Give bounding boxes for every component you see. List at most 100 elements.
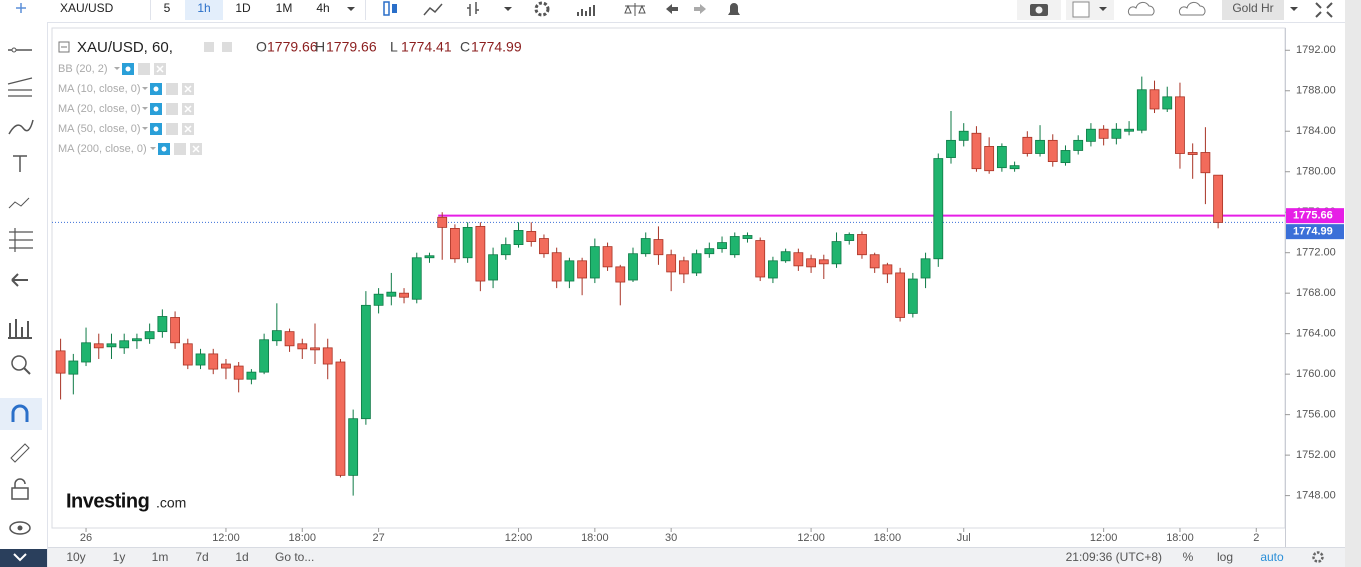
candle-body [806, 258, 816, 268]
candle-body [475, 225, 486, 282]
x-tick-label: 12:00 [1090, 532, 1118, 544]
candle-body [106, 343, 117, 348]
candle-body [348, 418, 359, 476]
candle-body [208, 353, 219, 370]
indicators-icon[interactable] [577, 5, 595, 16]
left-toolbar [0, 22, 47, 567]
candle-body [678, 260, 689, 275]
redo-icon[interactable] [694, 4, 706, 14]
candle-body [907, 278, 918, 314]
watermark-brand: Investing [66, 490, 149, 512]
candle-body [1047, 139, 1058, 163]
candle-body [933, 158, 944, 260]
alert-icon[interactable] [728, 3, 740, 15]
cloud-load-icon[interactable] [1127, 1, 1155, 16]
candle-body [1098, 128, 1109, 139]
zoom-icon[interactable] [11, 355, 27, 371]
fullscreen-icon[interactable] [1315, 2, 1333, 18]
magnet-bg [0, 398, 42, 430]
settings-icon[interactable] [534, 1, 550, 17]
interval[interactable]: 5 [164, 1, 171, 15]
fib-tool-icon[interactable] [7, 77, 33, 97]
candle-body [628, 253, 638, 281]
text-tool-icon[interactable] [13, 155, 27, 172]
template-name[interactable]: Gold Hr [1232, 1, 1273, 15]
y-tick-label: 1748.00 [1296, 490, 1336, 502]
dropdown-arrow[interactable] [504, 7, 512, 11]
candle-body [666, 254, 677, 273]
candle-body [182, 343, 193, 366]
ohlc-value: 1779.66 [267, 39, 318, 55]
pattern-tool-icon[interactable] [8, 197, 30, 209]
bars-icon[interactable] [467, 2, 479, 16]
range-button[interactable]: 10y [66, 550, 85, 564]
ohlc-value: 1779.66 [326, 39, 377, 55]
ohlc-legend: O 1779.66H 1779.66 L 1774.41 C 1774.99 [204, 39, 522, 55]
candle-body [1009, 165, 1020, 170]
x-tick-label: 12:00 [797, 532, 825, 544]
indicator-settings[interactable] [166, 123, 178, 135]
indicator-legend: BB (20, 2) MA (10, close, 0) MA (20, close… [58, 63, 202, 155]
dropdown-arrow[interactable] [1290, 7, 1298, 11]
cloud-save-icon[interactable] [1178, 1, 1206, 16]
symbol[interactable]: XAU/USD [60, 1, 114, 15]
area-icon[interactable] [423, 3, 443, 16]
collapse-icon[interactable] [13, 553, 27, 562]
candle-body [1213, 174, 1224, 223]
indicator-settings[interactable] [174, 143, 186, 155]
candle-body [373, 293, 384, 306]
candles-icon[interactable] [392, 4, 397, 13]
dropdown-arrow[interactable] [347, 7, 355, 11]
indicator-tool-icon[interactable] [8, 319, 32, 339]
candle-body [1124, 128, 1134, 132]
color-swatch[interactable] [1072, 1, 1090, 18]
scrollbar [1345, 0, 1361, 567]
back-icon[interactable] [11, 273, 28, 287]
pencil-icon[interactable] [10, 443, 30, 463]
range-button[interactable]: 7d [195, 550, 208, 564]
candle-body [170, 317, 180, 344]
percent-toggle[interactable]: % [1183, 550, 1194, 564]
magnet-icon[interactable] [11, 404, 29, 422]
goto-button[interactable]: Go to... [275, 550, 314, 564]
ohlc-key: O [256, 39, 267, 55]
compare-icon[interactable] [624, 3, 646, 16]
interval[interactable]: 4h [316, 1, 329, 15]
candle-body [996, 146, 1007, 169]
measure-tool-icon[interactable] [9, 228, 33, 252]
candle-body [539, 238, 549, 255]
dropdown-arrow[interactable] [1099, 7, 1107, 11]
candle-body [284, 331, 295, 347]
candle-body [589, 246, 600, 279]
range-button[interactable]: 1y [113, 550, 126, 564]
y-tick-label: 1772.00 [1296, 247, 1336, 259]
range-button[interactable]: 1m [152, 550, 169, 564]
axis-settings-icon[interactable] [1312, 551, 1324, 563]
log-toggle[interactable]: log [1217, 550, 1233, 564]
indicator-settings[interactable] [166, 83, 178, 95]
candles-icon[interactable] [383, 1, 390, 16]
camera-lens [1035, 6, 1043, 14]
brush-tool-icon[interactable] [8, 119, 34, 135]
indicator-label: MA (10, close, 0) [58, 83, 141, 95]
auto-toggle[interactable]: auto [1260, 550, 1284, 564]
candle-body [55, 350, 66, 374]
range-button[interactable]: 1d [235, 550, 248, 564]
template-bg [1222, 0, 1284, 20]
candle-body [1022, 136, 1033, 154]
indicator-settings[interactable] [138, 63, 150, 75]
crosshair-icon[interactable] [16, 3, 26, 13]
indicator-settings[interactable] [166, 103, 178, 115]
collapse-legend[interactable] [58, 41, 70, 53]
lock-icon[interactable] [11, 487, 29, 500]
interval[interactable]: 1h [197, 1, 210, 15]
candle-body [844, 234, 855, 241]
y-tick-label: 1784.00 [1296, 125, 1336, 137]
eye-icon[interactable] [9, 521, 31, 535]
interval[interactable]: 1D [235, 1, 251, 15]
undo-icon[interactable] [666, 4, 678, 14]
indicator-label: MA (20, close, 0) [58, 103, 141, 115]
x-tick-label: 26 [80, 532, 92, 544]
indicator-label: MA (50, close, 0) [58, 123, 141, 135]
interval[interactable]: 1M [276, 1, 293, 15]
